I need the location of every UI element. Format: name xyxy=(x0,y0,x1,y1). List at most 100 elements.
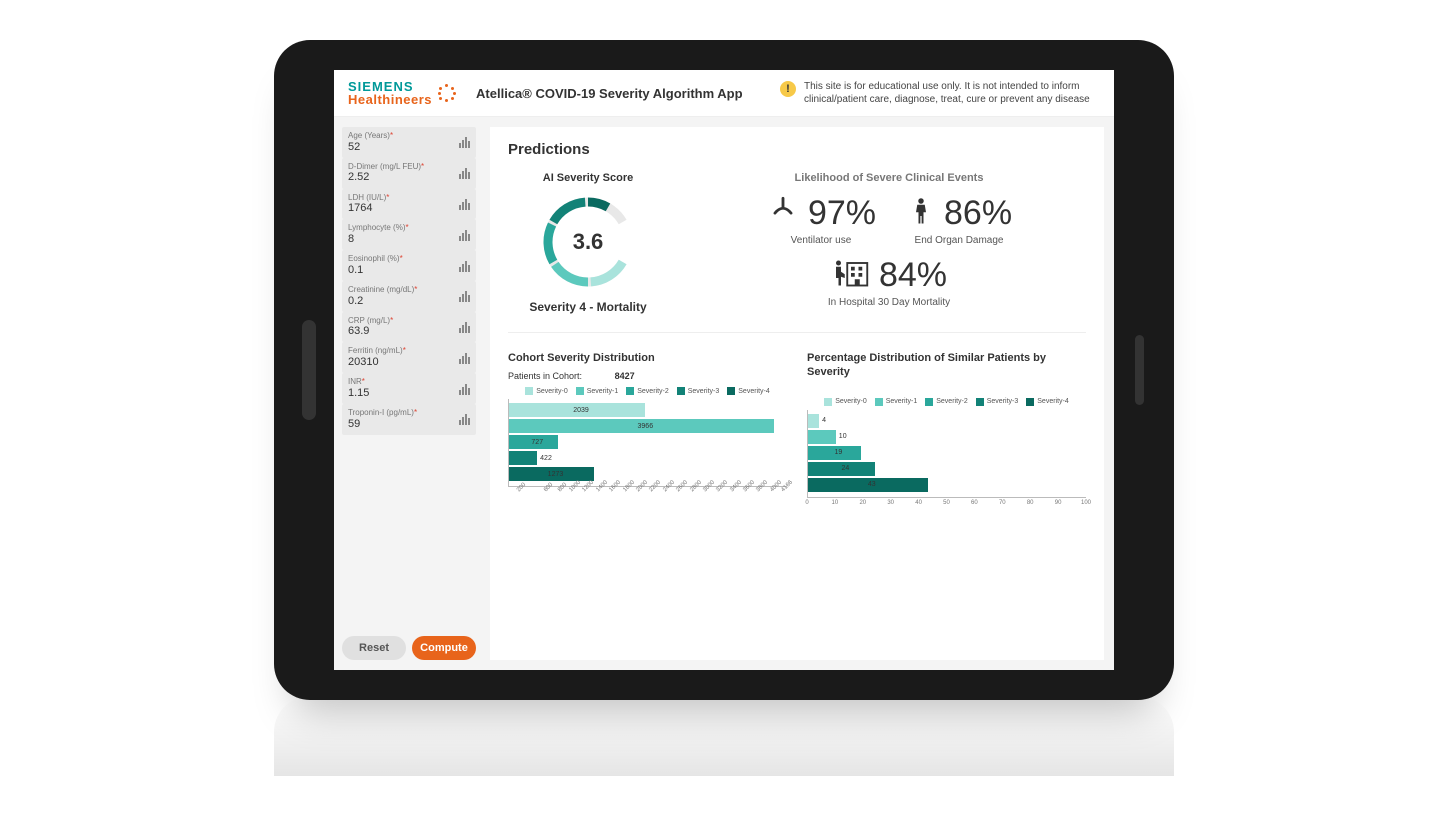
field-value: 52 xyxy=(348,141,393,154)
x-tick: 50 xyxy=(943,500,950,506)
reset-button[interactable]: Reset xyxy=(342,636,406,660)
event-label: End Organ Damage xyxy=(915,235,1004,246)
legend-item: Severity-3 xyxy=(677,387,720,395)
bar-value: 4 xyxy=(822,417,826,424)
score-title: AI Severity Score xyxy=(508,172,668,184)
field-label: Ferritin (ng/mL)* xyxy=(348,346,406,356)
severity-score-panel: AI Severity Score 3.6 Severity 4 - Morta… xyxy=(508,172,668,314)
field-value: 8 xyxy=(348,233,409,246)
legend-item: Severity-3 xyxy=(976,398,1019,406)
field-label: LDH (IU/L)* xyxy=(348,193,389,203)
chart-bar: 3966 xyxy=(509,419,774,433)
chart-bar: 727 xyxy=(509,435,558,449)
field-label: INR* xyxy=(348,377,369,387)
chart-bar: 43 xyxy=(808,478,928,492)
input-field[interactable]: Eosinophil (%)* 0.1 xyxy=(342,250,476,281)
chart-bar: 2039 xyxy=(509,403,645,417)
event-percent: 84% xyxy=(879,256,947,295)
bars-icon[interactable] xyxy=(459,321,470,333)
x-tick: 60 xyxy=(971,500,978,506)
x-tick: 40 xyxy=(915,500,922,506)
field-value: 1.15 xyxy=(348,387,369,400)
clinical-event: 97% Ventilator use xyxy=(766,194,876,246)
cohort-count-label: Patients in Cohort: xyxy=(508,371,582,381)
field-label: Creatinine (mg/dL)* xyxy=(348,285,417,295)
field-label: Age (Years)* xyxy=(348,131,393,141)
bars-icon[interactable] xyxy=(459,229,470,241)
bars-icon[interactable] xyxy=(459,383,470,395)
warning-icon: ! xyxy=(780,81,796,97)
bars-icon[interactable] xyxy=(459,167,470,179)
ventilator-icon xyxy=(766,194,800,233)
field-value: 63.9 xyxy=(348,325,393,338)
chart-bar: 4 xyxy=(808,414,819,428)
x-tick: 100 xyxy=(1081,500,1091,506)
field-value: 1764 xyxy=(348,202,389,215)
similar-chart-title: Percentage Distribution of Similar Patie… xyxy=(807,351,1086,380)
x-tick: 10 xyxy=(832,500,839,506)
chart-bar: 19 xyxy=(808,446,861,460)
event-label: Ventilator use xyxy=(791,235,852,246)
legend-item: Severity-4 xyxy=(1026,398,1069,406)
bar-value: 10 xyxy=(839,433,847,440)
event-label: In Hospital 30 Day Mortality xyxy=(828,297,950,308)
score-value: 3.6 xyxy=(538,192,638,292)
input-field[interactable]: LDH (IU/L)* 1764 xyxy=(342,189,476,220)
compute-button[interactable]: Compute xyxy=(412,636,476,660)
legend-item: Severity-4 xyxy=(727,387,770,395)
field-label: CRP (mg/L)* xyxy=(348,316,393,326)
x-tick: 80 xyxy=(1027,500,1034,506)
input-field[interactable]: Troponin-I (pg/mL)* 59 xyxy=(342,404,476,435)
bar-value: 3966 xyxy=(638,423,654,430)
legend-item: Severity-0 xyxy=(525,387,568,395)
input-field[interactable]: INR* 1.15 xyxy=(342,373,476,404)
event-percent: 97% xyxy=(808,194,876,233)
app-screen: SIEMENS Healthineers Atellica® COVID-19 … xyxy=(334,70,1114,670)
disclaimer-text: This site is for educational use only. I… xyxy=(804,80,1100,106)
input-field[interactable]: Age (Years)* 52 xyxy=(342,127,476,158)
similar-chart: Percentage Distribution of Similar Patie… xyxy=(807,351,1086,514)
legend-item: Severity-1 xyxy=(576,387,619,395)
bar-value: 727 xyxy=(531,439,543,446)
bar-value: 43 xyxy=(868,481,876,488)
logo-dots-icon xyxy=(438,84,456,102)
cohort-xaxis: 2006008001000120014001600180020002200240… xyxy=(508,489,787,503)
chart-bar: 422 xyxy=(509,451,537,465)
input-field[interactable]: Lymphocyte (%)* 8 xyxy=(342,219,476,250)
field-value: 59 xyxy=(348,418,417,431)
input-field[interactable]: CRP (mg/L)* 63.9 xyxy=(342,312,476,343)
disclaimer: ! This site is for educational use only.… xyxy=(780,80,1100,106)
bar-value: 1273 xyxy=(548,471,564,478)
cohort-bars: 2039 3966 727 422 1273 xyxy=(508,399,787,487)
app-title: Atellica® COVID-19 Severity Algorithm Ap… xyxy=(476,86,743,101)
legend-item: Severity-1 xyxy=(875,398,918,406)
main-panel: Predictions AI Severity Score 3.6 Severi… xyxy=(490,127,1104,660)
cohort-chart-title: Cohort Severity Distribution xyxy=(508,351,787,365)
clinical-event: 84% In Hospital 30 Day Mortality xyxy=(692,256,1086,308)
bars-icon[interactable] xyxy=(459,290,470,302)
legend-item: Severity-0 xyxy=(824,398,867,406)
legend-item: Severity-2 xyxy=(925,398,968,406)
input-field[interactable]: Ferritin (ng/mL)* 20310 xyxy=(342,342,476,373)
bars-icon[interactable] xyxy=(459,198,470,210)
bar-value: 422 xyxy=(540,455,552,462)
bars-icon[interactable] xyxy=(459,413,470,425)
field-label: Lymphocyte (%)* xyxy=(348,223,409,233)
tablet-frame: SIEMENS Healthineers Atellica® COVID-19 … xyxy=(274,40,1174,700)
bars-icon[interactable] xyxy=(459,352,470,364)
person-icon xyxy=(906,194,936,233)
logo-bottom: Healthineers xyxy=(348,93,432,106)
brand-logo: SIEMENS Healthineers xyxy=(348,80,456,106)
similar-xaxis: 0102030405060708090100 xyxy=(807,500,1086,514)
x-tick: 90 xyxy=(1055,500,1062,506)
input-sidebar: Age (Years)* 52 D-Dimer (mg/L FEU)* 2.52… xyxy=(334,117,484,670)
cohort-chart: Cohort Severity Distribution Patients in… xyxy=(508,351,787,514)
cohort-count-value: 8427 xyxy=(615,371,635,381)
input-field[interactable]: D-Dimer (mg/L FEU)* 2.52 xyxy=(342,158,476,189)
bars-icon[interactable] xyxy=(459,260,470,272)
clinical-event: 86% End Organ Damage xyxy=(906,194,1012,246)
input-field[interactable]: Creatinine (mg/dL)* 0.2 xyxy=(342,281,476,312)
severity-label: Severity 4 - Mortality xyxy=(508,300,668,314)
field-value: 0.1 xyxy=(348,264,403,277)
bars-icon[interactable] xyxy=(459,136,470,148)
